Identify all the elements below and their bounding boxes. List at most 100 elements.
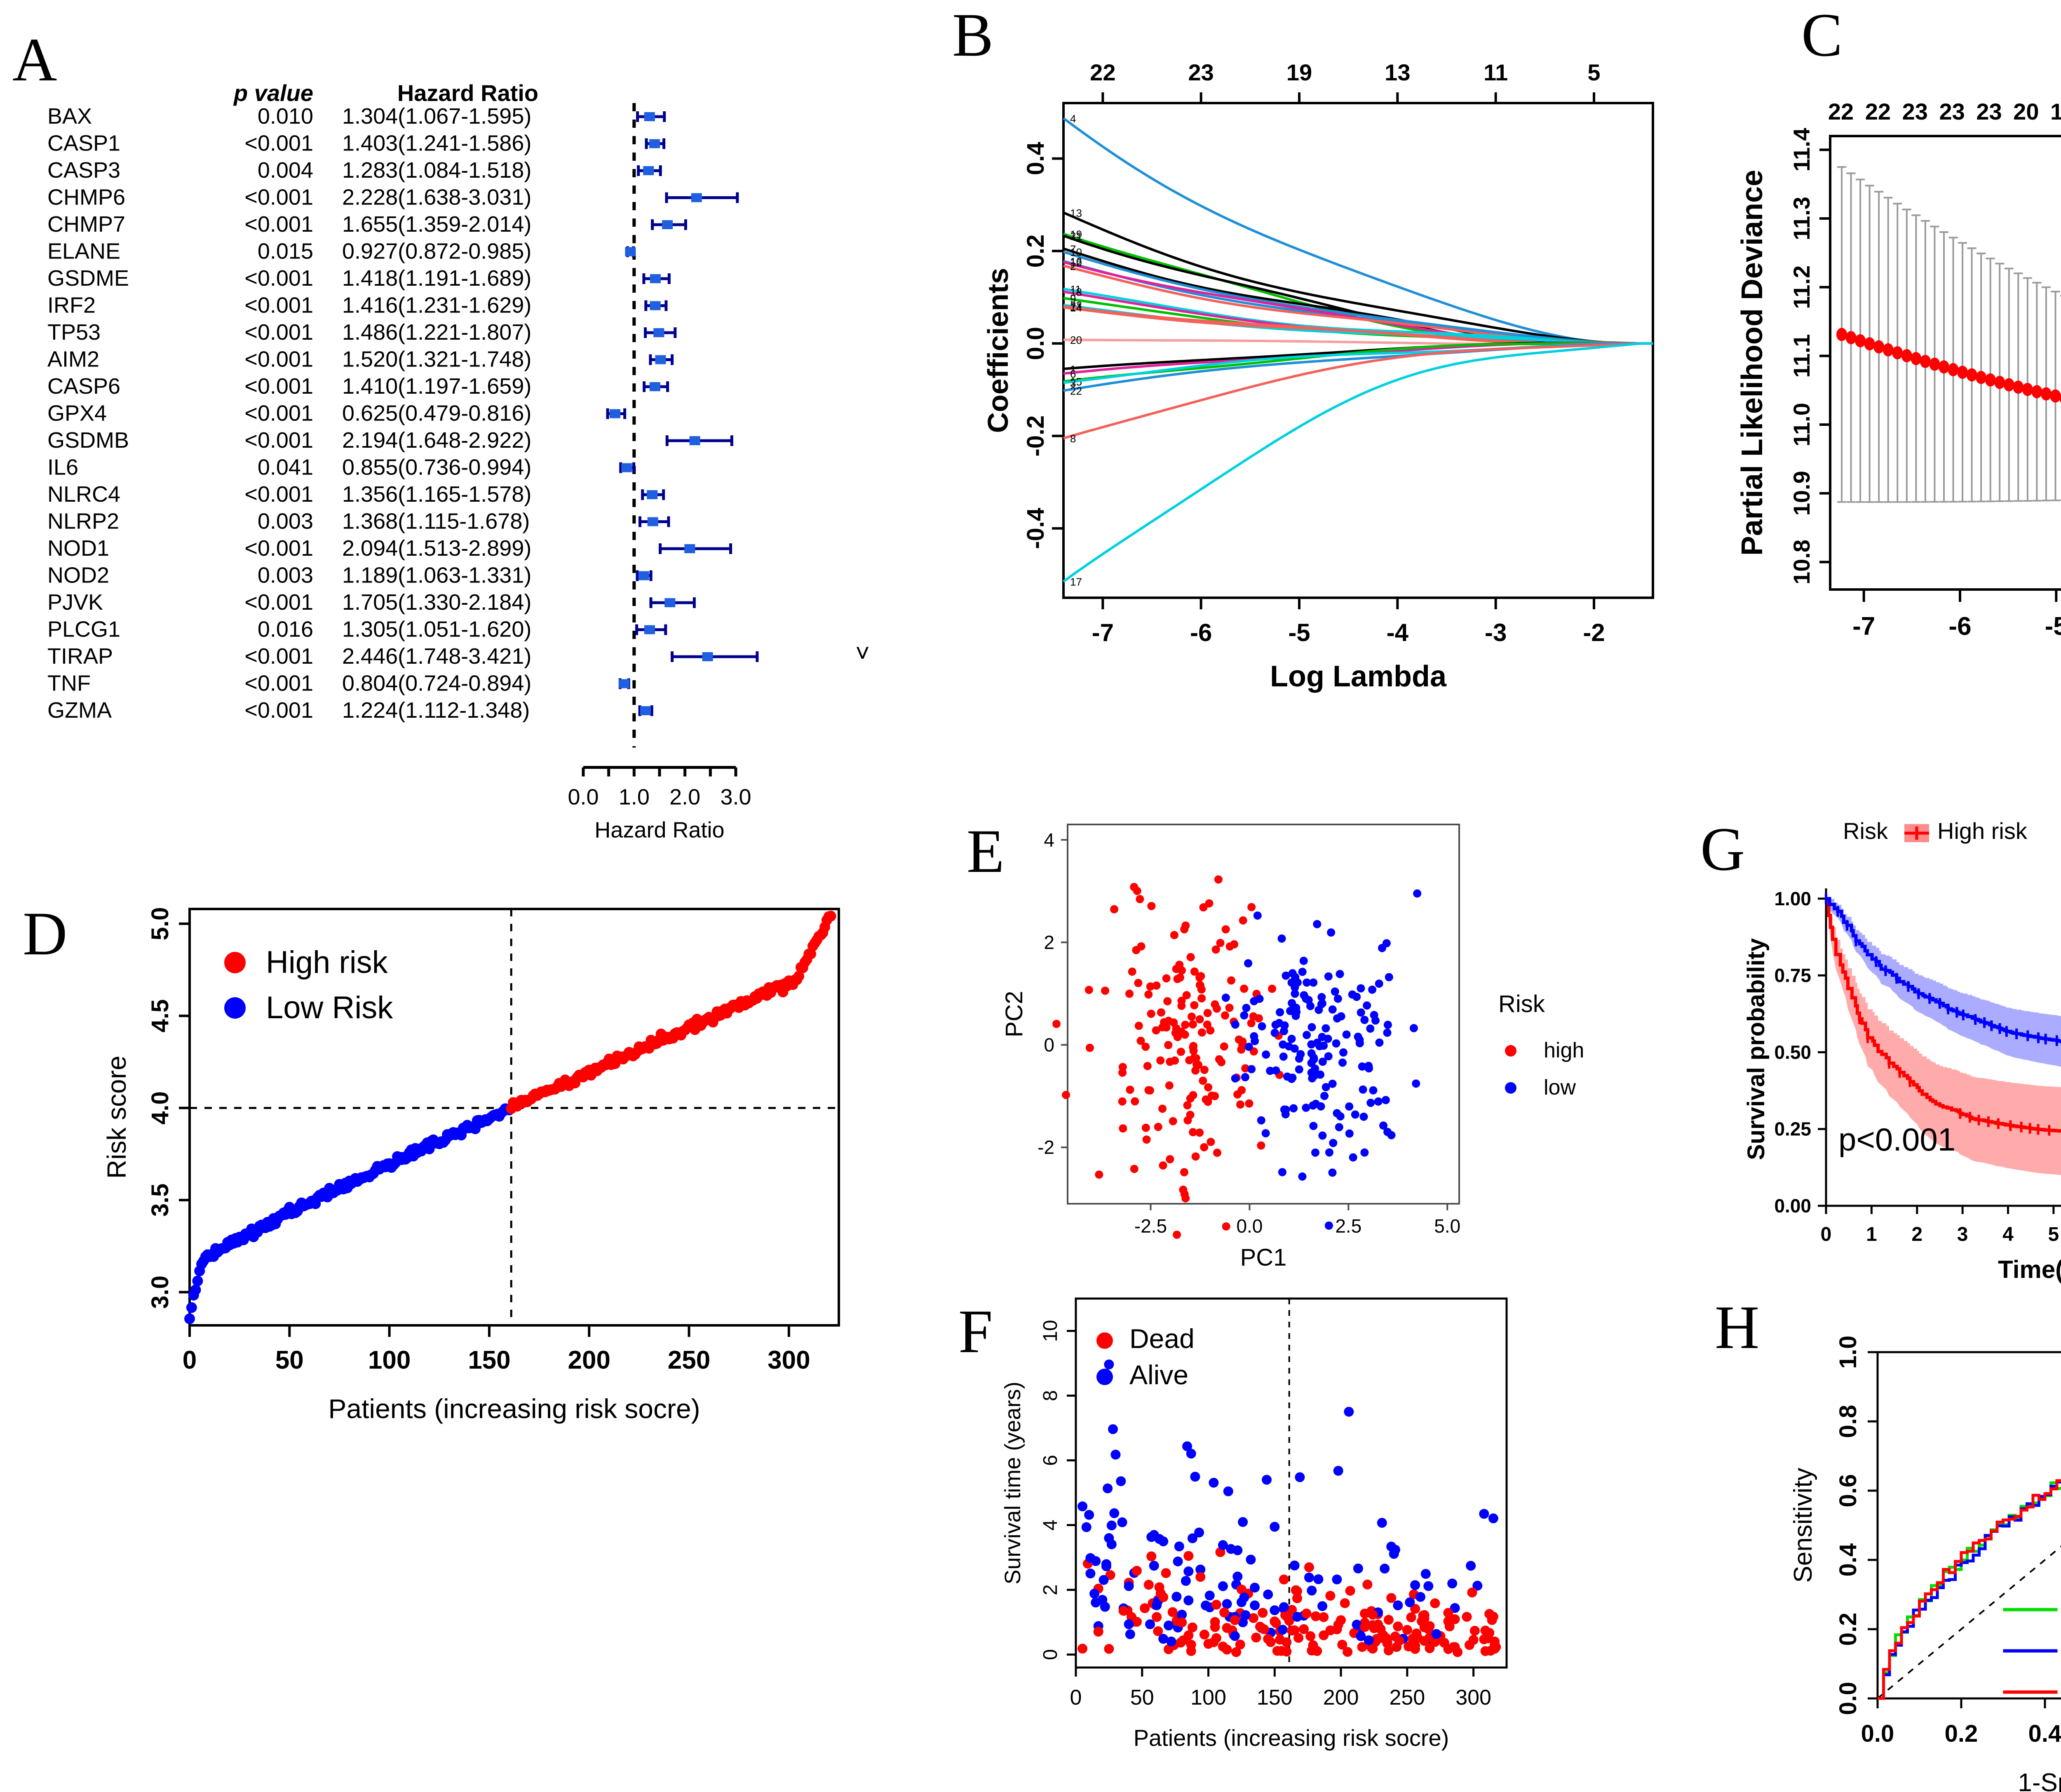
y-tick-label: 1.00 [1774,888,1811,909]
curve-index-label: 2 [1070,260,1076,272]
y-tick-label: 4.0 [147,1091,174,1125]
legend-marker [224,997,246,1019]
y-tick-label: 4 [1044,829,1054,850]
row-hazard-ratio: 1.418(1.191-1.689) [342,266,531,291]
legend-label: low [1544,1076,1576,1099]
panel-g-svg: 0123456789100.000.250.500.751.00Time(yea… [1743,818,2061,1283]
forest-row-marker [649,597,696,608]
row-p-value: <0.001 [244,320,313,345]
row-gene-label: AIM2 [47,347,99,372]
forest-row-marker [637,165,662,176]
x-tick-label: -4 [1387,619,1409,646]
lasso-coef-path [1063,211,1653,345]
risk-score-points [184,911,836,1325]
row-hazard-ratio: 1.403(1.241-1.586) [342,131,531,156]
curve-index-label: 7 [1070,243,1076,255]
panel-a-letter: A [12,26,57,94]
x-tick-label: 1 [1866,1224,1877,1245]
y-tick-label: 10.9 [1789,471,1815,516]
row-hazard-ratio: 2.446(1.748-3.421) [342,644,531,669]
y-tick-label: 0.25 [1774,1118,1811,1140]
row-p-value: <0.001 [244,428,313,453]
row-hazard-ratio: 1.486(1.221-1.807) [342,320,531,345]
roc-curve-1-year [1878,1481,2061,1700]
ci-band-high-risk [1826,898,2061,1175]
panel-e-pca: -2.5 0.0 2.5 5.0 -2 0 2 4 PC1 PC2 Risk high low [886,796,1690,1294]
panel-f-survival-scatter: 0 2 4 6 8 10 0 50 100 150 200 250 300 Survival time (… [886,1286,1690,1792]
top-axis-tick: 11 [1484,59,1508,85]
x-tick-label: 50 [275,1346,304,1374]
forest-row-marker [606,408,627,419]
top-axis-tick: 22 [1828,99,1854,124]
panel-a-forest-plot: p value Hazard Ratio BAX 0.010 1.304(1.067-1… [0,0,886,843]
row-gene-label: TNF [47,671,91,696]
y-axis-title: Coefficients [982,268,1014,433]
curve-index-label: 13 [1070,207,1082,219]
x-axis-title: Log Lambda [1270,660,1447,693]
y-tick-label: -0.2 [1022,416,1049,457]
panel-a-svg: p value Hazard Ratio BAX 0.010 1.304(1.067-1… [47,80,870,843]
lasso-coef-path [1063,235,1653,345]
x-axis-title: PC1 [1240,1244,1287,1271]
row-p-value: 0.010 [258,104,313,129]
y-tick-label: 0.50 [1774,1041,1811,1063]
forest-row-marker [643,381,669,392]
forest-row-marker [638,705,653,716]
y-tick-label: 0.0 [1835,1682,1861,1715]
top-axis-tick: 13 [1385,59,1410,85]
curve-index-label: 9 [1070,292,1076,305]
forest-row-marker [665,192,739,203]
y-axis-title: Partial Likelihood Deviance [1736,170,1769,556]
forest-row-marker [642,273,671,284]
row-p-value: <0.001 [244,590,313,615]
panel-d-letter: D [23,900,68,968]
row-hazard-ratio: 1.520(1.321-1.748) [342,347,531,372]
x-tick-label: 300 [1455,1686,1491,1710]
row-p-value: 0.003 [258,509,313,534]
panel-c-letter: C [1801,1,1843,69]
y-tick-label: 0.2 [1835,1613,1861,1646]
row-gene-label: NOD1 [47,536,109,561]
x-tick-label: -2 [1583,619,1605,646]
x-tick-label: 150 [1257,1686,1293,1710]
row-gene-label: PJVK [47,590,103,615]
forest-row-marker [636,111,666,122]
row-gene-label: CHMP7 [47,212,125,237]
row-gene-label: TIRAP [47,644,113,669]
km-curve-low-risk [1826,897,2061,1043]
x-tick-label: -5 [1288,619,1310,646]
forest-row-marker [641,489,665,500]
x-tick-label: -2.5 [1134,1215,1167,1237]
plot-frame [188,908,840,1327]
forest-row-marker [618,678,630,689]
y-axis-title: Survival time (years) [1000,1381,1025,1584]
legend-marker [1096,1332,1113,1349]
legend-title: Risk [1843,818,1888,844]
top-axis-tick: 23 [1939,99,1965,124]
forest-row-marker [636,570,653,581]
row-hazard-ratio: 1.410(1.197-1.659) [342,374,531,399]
row-gene-label: ELANE [47,239,120,264]
row-p-value: <0.001 [244,401,313,426]
row-hazard-ratio: 1.224(1.112-1.348) [342,698,530,723]
cv-errorbars [1837,166,2061,503]
y-axis-title: Risk score [102,1056,131,1179]
row-gene-label: BAX [47,104,92,129]
y-tick-label: 11.0 [1789,403,1815,446]
top-axis-tick: 19 [2050,99,2061,124]
y-tick-label: 10 [1040,1320,1061,1342]
y-tick-label: 10.8 [1789,540,1815,585]
x-tick-label: 50 [1130,1686,1154,1710]
y-tick-label: 0.2 [1022,235,1049,268]
x-tick-label: 0 [183,1346,197,1374]
x-tick-label: 0.0 [568,785,599,810]
row-hazard-ratio: 2.228(1.638-3.031) [342,185,531,210]
legend-label: High risk [1937,818,2028,844]
header-hazard-ratio: Hazard Ratio [397,80,538,106]
row-hazard-ratio: 2.094(1.513-2.899) [342,536,531,561]
row-p-value: <0.001 [244,266,313,291]
row-p-value: <0.001 [244,131,313,156]
x-tick-label: 1.0 [619,785,650,810]
panel-d-svg: 3.0 3.5 4.0 4.5 5.0 0 50 100 150 200 250 300 Risk sc… [102,907,840,1424]
row-p-value: 0.015 [258,239,313,264]
